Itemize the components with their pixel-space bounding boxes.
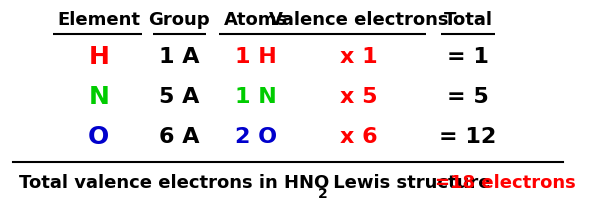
Text: 1 N: 1 N xyxy=(235,87,277,107)
Text: 1 A: 1 A xyxy=(159,47,199,67)
Text: x 6: x 6 xyxy=(341,127,378,147)
Text: O: O xyxy=(88,125,109,149)
Text: =18 electrons: =18 electrons xyxy=(435,174,576,192)
Text: x 1: x 1 xyxy=(341,47,378,67)
Text: Total valence electrons in HNO: Total valence electrons in HNO xyxy=(19,174,329,192)
Text: 5 A: 5 A xyxy=(159,87,199,107)
Text: x 5: x 5 xyxy=(341,87,378,107)
Text: 1 H: 1 H xyxy=(235,47,277,67)
Text: Lewis structure: Lewis structure xyxy=(327,174,496,192)
Text: 6 A: 6 A xyxy=(159,127,199,147)
Text: 2: 2 xyxy=(318,187,328,201)
Text: N: N xyxy=(88,85,109,109)
Text: = 1: = 1 xyxy=(447,47,489,67)
Text: = 12: = 12 xyxy=(440,127,497,147)
Text: Atoms: Atoms xyxy=(224,11,288,29)
Text: Total: Total xyxy=(444,11,493,29)
Text: Valence electrons: Valence electrons xyxy=(270,11,449,29)
Text: Element: Element xyxy=(57,11,140,29)
Text: = 5: = 5 xyxy=(447,87,489,107)
Text: Group: Group xyxy=(148,11,210,29)
Text: 2 O: 2 O xyxy=(235,127,277,147)
Text: H: H xyxy=(88,45,109,69)
